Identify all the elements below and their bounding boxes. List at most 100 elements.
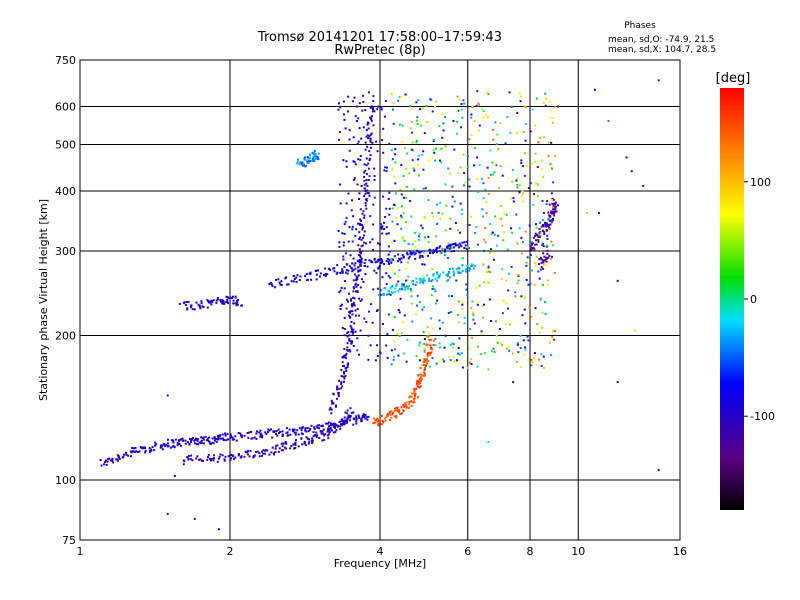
data-point: [343, 328, 346, 330]
data-point: [443, 360, 446, 363]
data-point: [453, 272, 456, 275]
data-point: [149, 449, 152, 452]
data-point: [520, 159, 523, 162]
data-point: [336, 386, 339, 389]
data-point: [312, 435, 315, 438]
data-point: [470, 263, 473, 266]
data-point: [414, 394, 417, 397]
data-point: [311, 437, 314, 440]
data-point: [313, 151, 316, 154]
data-point: [341, 424, 344, 427]
data-point: [277, 450, 280, 453]
data-point: [526, 165, 529, 168]
data-point: [552, 244, 555, 247]
data-point: [456, 229, 459, 232]
data-point: [350, 299, 353, 302]
data-point: [240, 455, 243, 458]
data-point: [275, 278, 277, 281]
data-point: [408, 406, 410, 409]
data-point: [542, 355, 545, 358]
data-point: [465, 288, 468, 291]
data-point: [398, 96, 401, 99]
data-point: [348, 334, 351, 337]
data-point: [367, 167, 370, 170]
data-point: [549, 163, 552, 166]
data-point: [472, 264, 474, 267]
data-point: [385, 272, 388, 275]
data-point: [343, 422, 346, 425]
data-point: [342, 100, 345, 103]
data-point: [125, 451, 127, 454]
data-point: [393, 355, 395, 358]
data-point: [391, 284, 394, 287]
data-point: [313, 160, 316, 163]
data-point: [390, 410, 393, 413]
data-point: [224, 434, 227, 437]
data-point: [441, 358, 444, 361]
data-point: [347, 331, 350, 334]
data-point: [442, 122, 445, 125]
data-point: [221, 433, 224, 436]
data-point: [418, 381, 421, 383]
data-point: [443, 254, 446, 256]
data-point: [445, 204, 448, 207]
data-point: [344, 420, 347, 423]
data-point: [344, 127, 347, 130]
data-point: [460, 213, 463, 216]
data-point: [477, 102, 480, 105]
data-point: [370, 105, 373, 108]
data-point: [411, 252, 414, 255]
data-point: [416, 116, 419, 119]
data-point: [201, 305, 204, 308]
data-point: [429, 352, 432, 354]
data-point: [390, 149, 393, 152]
data-point: [279, 283, 282, 286]
data-point: [251, 437, 254, 440]
data-point: [194, 442, 197, 445]
data-point: [179, 444, 182, 447]
data-point: [642, 184, 645, 187]
data-point: [308, 153, 311, 156]
data-point: [542, 261, 545, 264]
data-point: [549, 219, 551, 222]
data-point: [450, 311, 453, 314]
data-point: [342, 113, 345, 116]
data-point: [523, 152, 526, 155]
data-point: [132, 447, 135, 450]
data-point: [341, 268, 344, 271]
data-point: [554, 330, 556, 332]
data-point: [546, 234, 549, 237]
data-point: [344, 220, 347, 223]
data-point: [484, 241, 487, 244]
data-point: [333, 270, 336, 273]
data-point: [544, 223, 547, 226]
data-point: [350, 342, 353, 345]
data-point: [332, 423, 334, 426]
data-point: [386, 413, 389, 416]
data-point: [138, 450, 141, 453]
data-point: [509, 323, 512, 326]
data-point: [208, 457, 211, 460]
data-point: [426, 362, 429, 365]
data-point: [456, 110, 458, 113]
data-point: [535, 243, 538, 246]
data-point: [457, 172, 460, 175]
data-point: [491, 161, 494, 164]
data-point: [193, 439, 196, 442]
data-point: [531, 363, 534, 366]
data-point: [516, 242, 519, 245]
data-point: [553, 338, 556, 341]
data-point: [369, 303, 372, 306]
data-point: [302, 426, 304, 429]
data-point: [494, 215, 496, 218]
data-point: [415, 312, 418, 315]
data-point: [545, 256, 548, 259]
data-point: [346, 342, 349, 345]
data-point: [364, 204, 367, 207]
data-point: [401, 205, 403, 208]
data-point: [319, 272, 322, 275]
data-point: [519, 334, 522, 337]
data-point: [259, 429, 262, 432]
data-point: [297, 158, 299, 161]
data-point: [359, 269, 362, 272]
